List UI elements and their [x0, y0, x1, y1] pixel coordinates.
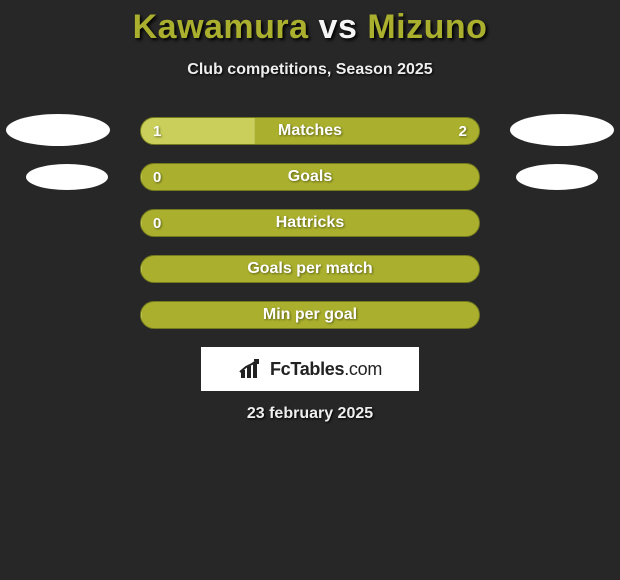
stat-row-goals-per-match: Goals per match	[0, 255, 620, 283]
vs-word: vs	[319, 8, 358, 46]
stat-label: Goals per match	[141, 256, 479, 282]
subtitle: Club competitions, Season 2025	[0, 61, 620, 79]
stat-row-matches: 1 Matches 2	[0, 117, 620, 145]
stat-bar-left-fill	[141, 256, 142, 282]
stat-bar: 1 Matches 2	[140, 117, 480, 145]
stat-bar: Goals per match	[140, 255, 480, 283]
stat-bar: Min per goal	[140, 301, 480, 329]
date-label: 23 february 2025	[0, 405, 620, 423]
brand-text: FcTables.com	[270, 359, 382, 380]
brand-tail: .com	[344, 359, 382, 379]
brand-strong: FcTables	[270, 359, 344, 379]
team-badge-right	[516, 164, 598, 190]
stat-value-left: 1	[153, 118, 161, 144]
team-badge-right	[510, 114, 614, 146]
stat-bar-left-fill	[141, 164, 142, 190]
player1-name: Kawamura	[133, 8, 309, 46]
brand-logo[interactable]: FcTables.com	[201, 347, 419, 391]
stat-row-hattricks: 0 Hattricks	[0, 209, 620, 237]
stat-label: Hattricks	[141, 210, 479, 236]
stat-row-goals: 0 Goals	[0, 163, 620, 191]
stat-bar: 0 Goals	[140, 163, 480, 191]
stat-value-right: 2	[459, 118, 467, 144]
chart-icon	[238, 358, 266, 380]
stat-bar-left-fill	[141, 302, 142, 328]
brand-logo-inner: FcTables.com	[238, 358, 382, 380]
stat-label: Min per goal	[141, 302, 479, 328]
stat-value-left: 0	[153, 210, 161, 236]
page-title: Kawamura vs Mizuno	[0, 0, 620, 47]
stat-value-left: 0	[153, 164, 161, 190]
stat-row-min-per-goal: Min per goal	[0, 301, 620, 329]
team-badge-left	[26, 164, 108, 190]
team-badge-left	[6, 114, 110, 146]
player2-name: Mizuno	[367, 8, 487, 46]
stat-label: Goals	[141, 164, 479, 190]
stat-bar: 0 Hattricks	[140, 209, 480, 237]
comparison-card: Kawamura vs Mizuno Club competitions, Se…	[0, 0, 620, 580]
stat-rows: 1 Matches 2 0 Goals 0 Hattricks	[0, 117, 620, 329]
stat-bar-left-fill	[141, 210, 142, 236]
